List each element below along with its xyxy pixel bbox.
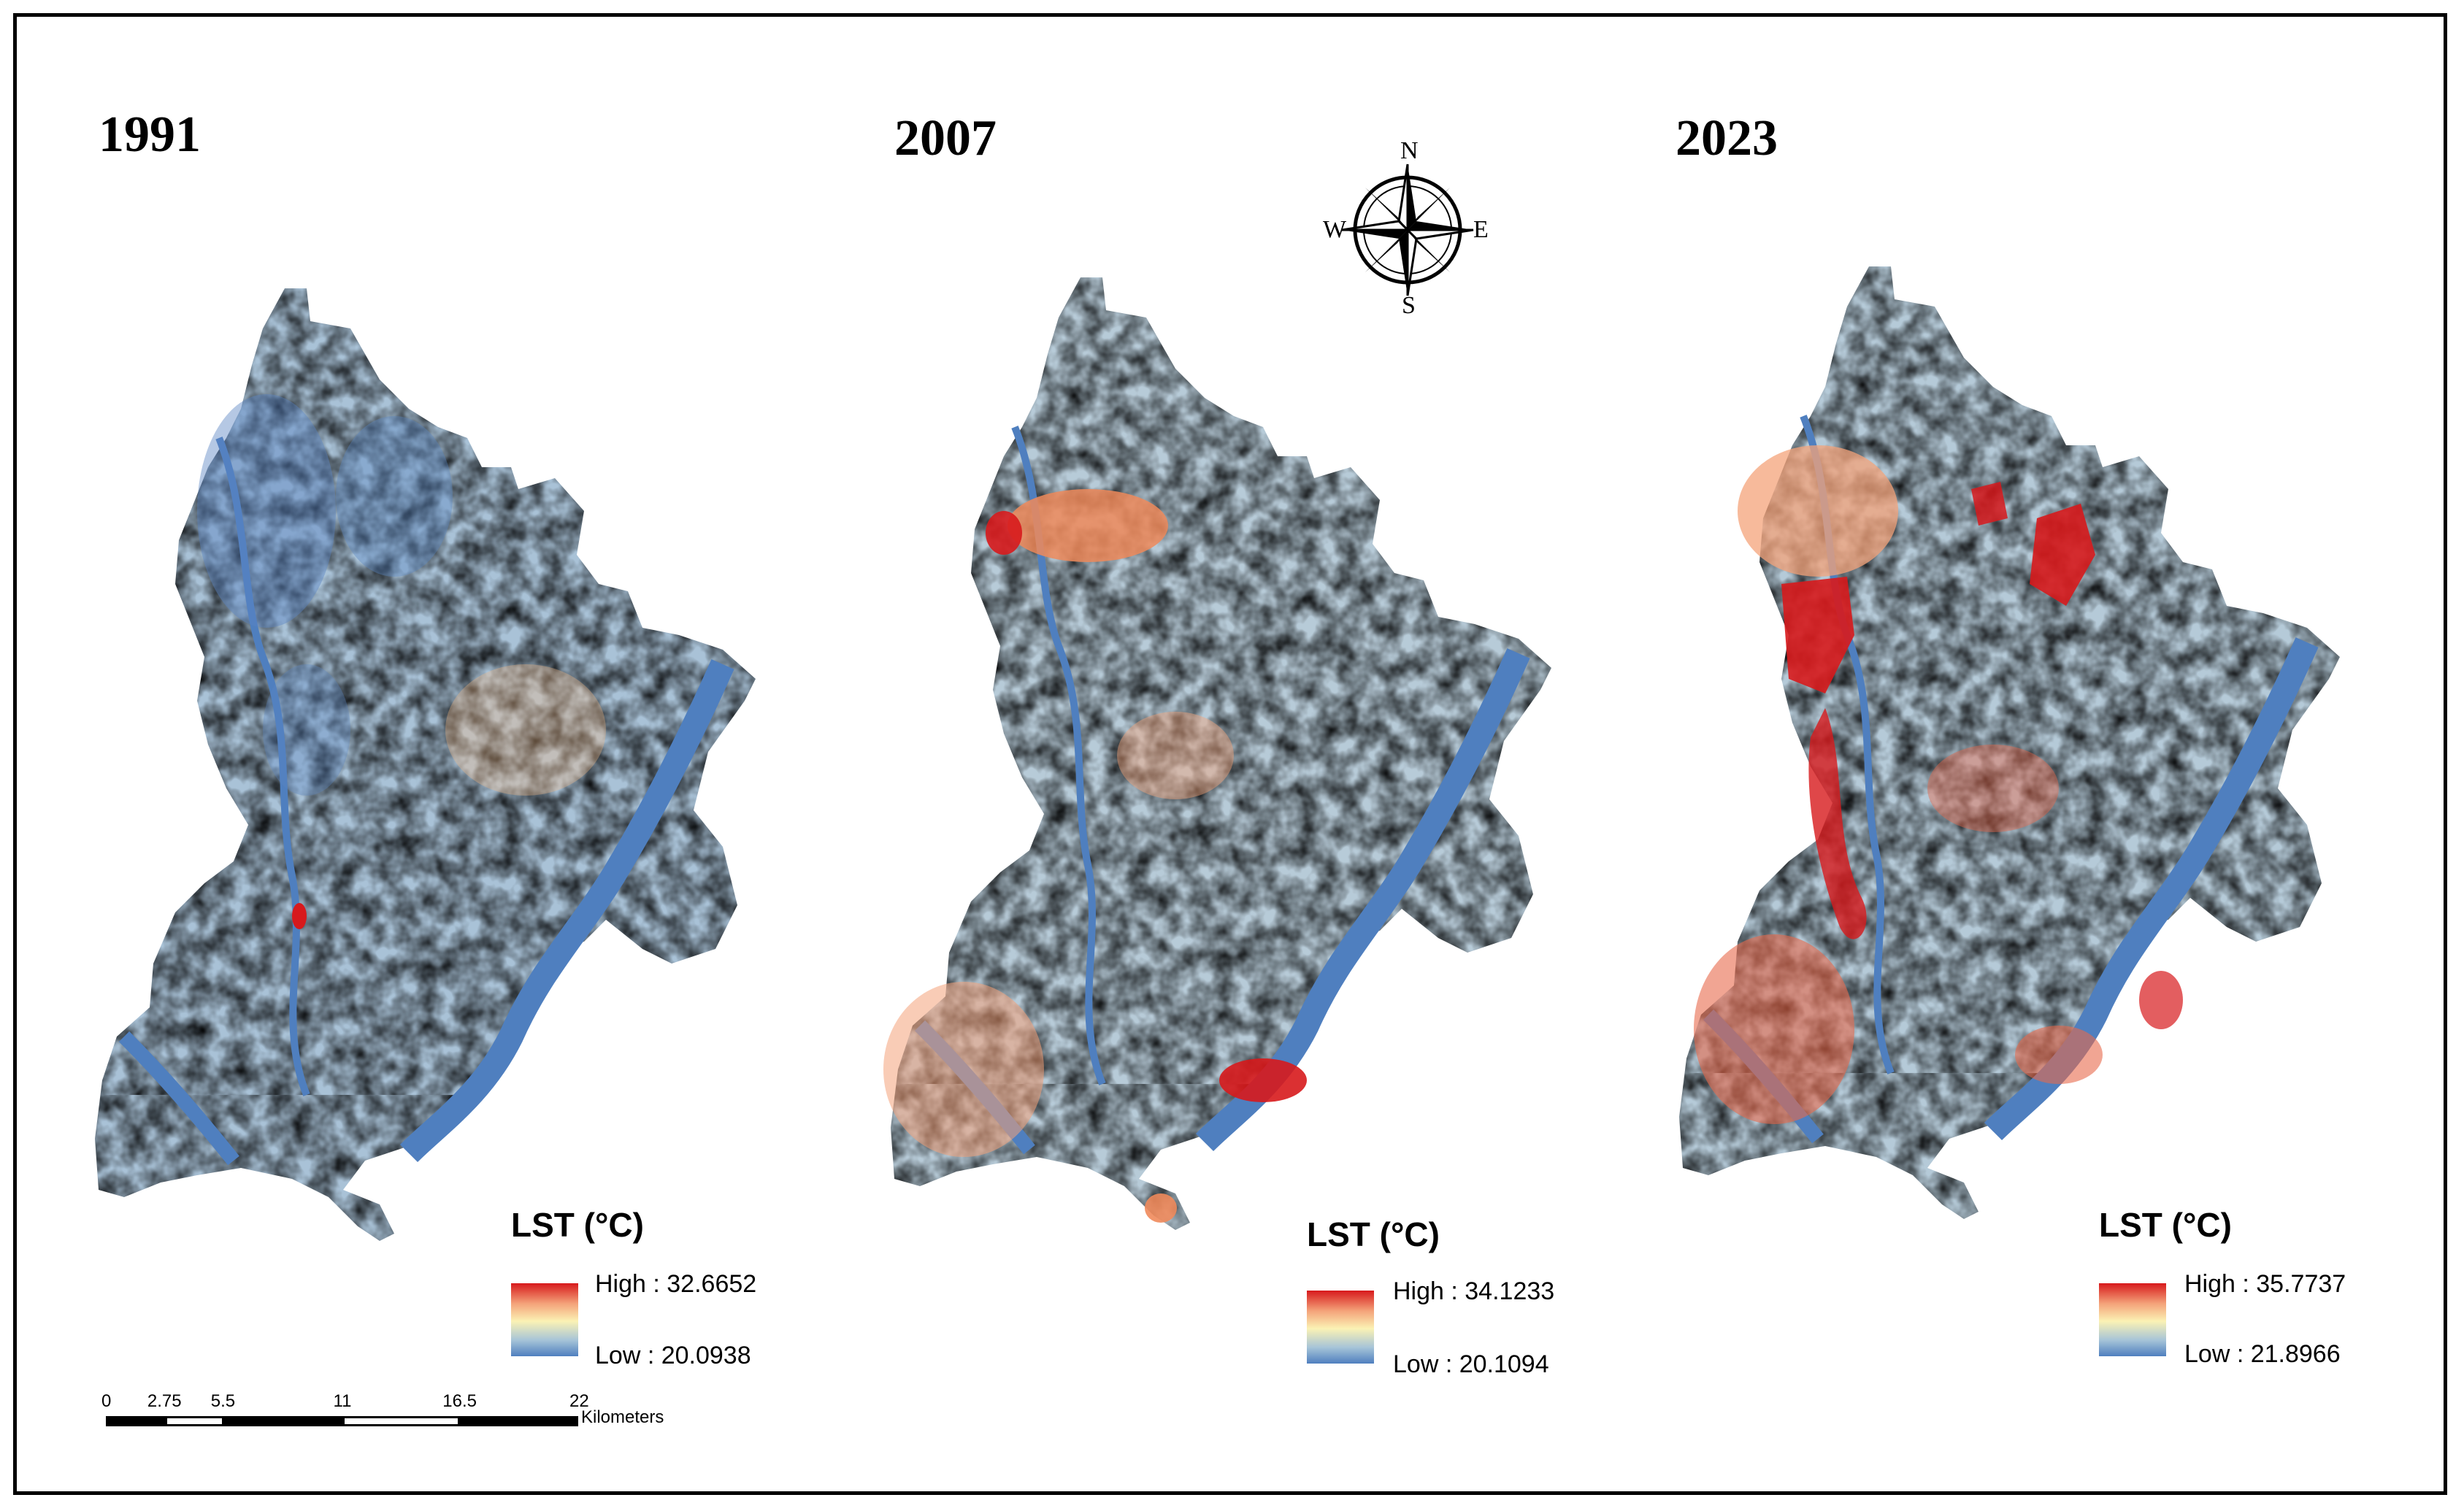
legend-low-2023: Low : 21.8966 — [2184, 1340, 2341, 1368]
panel-year-1991: 1991 — [99, 107, 201, 163]
legend-low-1991: Low : 20.0938 — [595, 1342, 751, 1369]
compass-south: S — [1402, 292, 1416, 319]
scale-tick-label: 22 — [569, 1391, 589, 1411]
legend-title-2007: LST (°C) — [1307, 1215, 1440, 1253]
scale-segment — [342, 1416, 461, 1426]
scale-unit: Kilometers — [581, 1407, 664, 1427]
scale-tick-label: 11 — [333, 1391, 352, 1411]
scale-segment — [460, 1416, 578, 1426]
panel-year-2023: 2023 — [1676, 110, 1778, 166]
legend-ramp-2023 — [2099, 1283, 2166, 1356]
scale-tick-label: 0 — [101, 1391, 112, 1411]
compass-west: W — [1323, 216, 1347, 243]
legend-title-1991: LST (°C) — [511, 1206, 644, 1244]
map-2023 — [1679, 266, 2340, 1219]
scale-segment — [106, 1416, 165, 1426]
scale-segment — [164, 1416, 224, 1426]
panel-year-2007: 2007 — [894, 110, 997, 166]
legend-high-2007: High : 34.1233 — [1393, 1277, 1555, 1305]
scale-tick-label: 2.75 — [147, 1391, 182, 1411]
legend-low-2007: Low : 20.1094 — [1393, 1350, 1549, 1378]
compass-north: N — [1400, 137, 1419, 164]
map-2007 — [883, 277, 1551, 1230]
legend-high-1991: High : 32.6652 — [595, 1270, 757, 1298]
scale-tick-label: 16.5 — [442, 1391, 477, 1411]
scale-tick-label: 5.5 — [210, 1391, 236, 1411]
legend-title-2023: LST (°C) — [2099, 1206, 2232, 1244]
legend-ramp-2007 — [1307, 1291, 1374, 1364]
scale-segment — [223, 1416, 342, 1426]
compass-rose-icon — [1341, 164, 1474, 296]
compass-east: E — [1473, 216, 1489, 243]
legend-high-2023: High : 35.7737 — [2184, 1270, 2346, 1298]
map-1991 — [95, 288, 756, 1241]
legend-ramp-1991 — [511, 1283, 578, 1356]
